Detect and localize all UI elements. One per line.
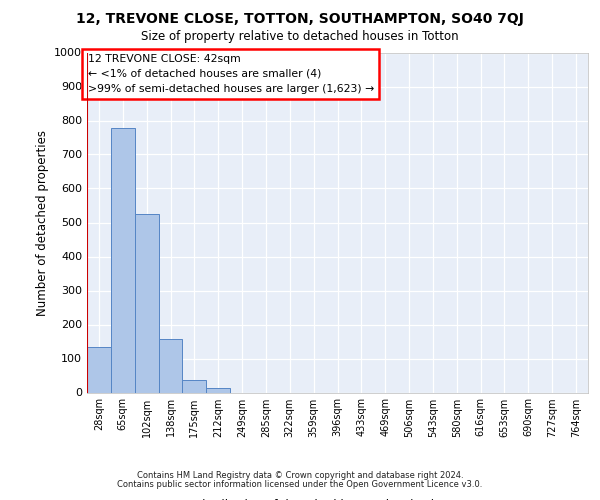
Bar	[87, 348, 111, 393]
Bar	[135, 214, 158, 392]
Text: Contains public sector information licensed under the Open Government Licence v3: Contains public sector information licen…	[118, 480, 482, 489]
Text: 12 TREVONE CLOSE: 42sqm
← <1% of detached houses are smaller (4)
>99% of semi-de: 12 TREVONE CLOSE: 42sqm ← <1% of detache…	[88, 54, 374, 94]
Text: 12, TREVONE CLOSE, TOTTON, SOUTHAMPTON, SO40 7QJ: 12, TREVONE CLOSE, TOTTON, SOUTHAMPTON, …	[76, 12, 524, 26]
Bar	[158, 339, 182, 392]
Text: Contains HM Land Registry data © Crown copyright and database right 2024.: Contains HM Land Registry data © Crown c…	[137, 471, 463, 480]
Text: Size of property relative to detached houses in Totton: Size of property relative to detached ho…	[141, 30, 459, 43]
Bar	[111, 128, 135, 392]
Y-axis label: Number of detached properties: Number of detached properties	[35, 130, 49, 316]
Bar	[206, 388, 230, 392]
Bar	[182, 380, 206, 392]
